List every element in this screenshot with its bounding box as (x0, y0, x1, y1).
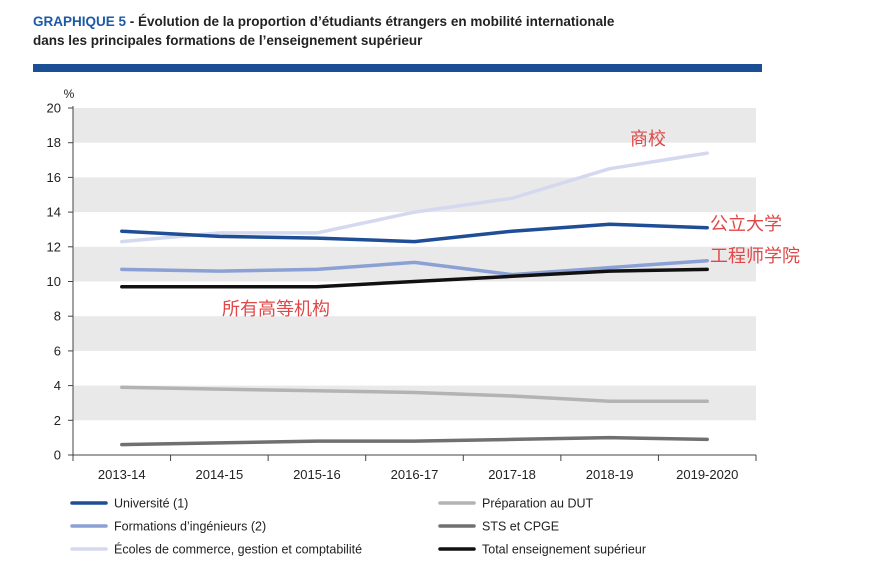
figure-tag: GRAPHIQUE 5 (33, 14, 127, 29)
y-tick-label: 16 (47, 170, 61, 185)
legend-label: STS et CPGE (482, 520, 559, 534)
x-tick-labels: 2013-14 2014-15 2015-16 2016-17 2017-18 2018-… (72, 455, 757, 482)
annotation-universite: 公立大学 (710, 214, 782, 235)
title-line-2: dans les principales formations de l’ens… (33, 33, 423, 48)
y-tick-labels: 0 2 4 6 8 10 12 14 16 18 20% (47, 87, 75, 463)
y-tick-label: 6 (54, 343, 61, 358)
x-tick-label: 2019-2020 (676, 467, 738, 482)
x-tick-label: 2015-16 (293, 467, 341, 482)
grid-band (73, 316, 756, 351)
legend-label: Préparation au DUT (482, 497, 594, 511)
x-tick-label: 2018-19 (586, 467, 634, 482)
series-line (120, 385, 709, 403)
y-tick-label: 14 (47, 205, 61, 220)
x-tick-label: 2013-14 (98, 467, 146, 482)
annotation-ingenieurs: 工程师学院 (710, 246, 800, 267)
title-line-1: - Évolution de la proportion d’étudiants… (129, 14, 615, 29)
legend-label: Formations d’ingénieurs (2) (114, 520, 266, 534)
annotation-total: 所有高等机构 (222, 299, 330, 320)
series-line (120, 435, 709, 447)
y-tick-label: 4 (54, 378, 61, 393)
x-tick-label: 2017-18 (488, 467, 536, 482)
legend-label: Université (1) (114, 497, 188, 511)
x-tick-label: 2016-17 (391, 467, 439, 482)
series-line (120, 267, 709, 289)
y-axis-unit: % (64, 87, 75, 101)
y-tick-label: 2 (54, 413, 61, 428)
grid-band (73, 177, 756, 213)
y-tick-label: 10 (47, 274, 61, 289)
axes (72, 106, 756, 456)
legend-label: Écoles de commerce, gestion et comptabil… (114, 542, 362, 557)
annotation-commerce: 商校 (630, 129, 666, 150)
y-tick-label: 18 (47, 135, 61, 150)
series-line (120, 222, 709, 244)
y-tick-label: 8 (54, 309, 61, 324)
chart-title: GRAPHIQUE 5 - Évolution de la proportion… (33, 12, 853, 50)
series-line (120, 258, 709, 277)
title-rule (33, 64, 762, 72)
y-tick-label: 0 (54, 448, 61, 463)
series-line (120, 151, 709, 244)
grid-band (73, 108, 756, 143)
series-lines (120, 151, 709, 447)
x-tick-label: 2014-15 (195, 467, 243, 482)
legend-label: Total enseignement supérieur (482, 543, 646, 557)
y-tick-label: 12 (47, 239, 61, 254)
y-tick-label: 20 (47, 101, 61, 116)
legend: Université (1) Préparation au DUT Formatio… (70, 497, 646, 557)
